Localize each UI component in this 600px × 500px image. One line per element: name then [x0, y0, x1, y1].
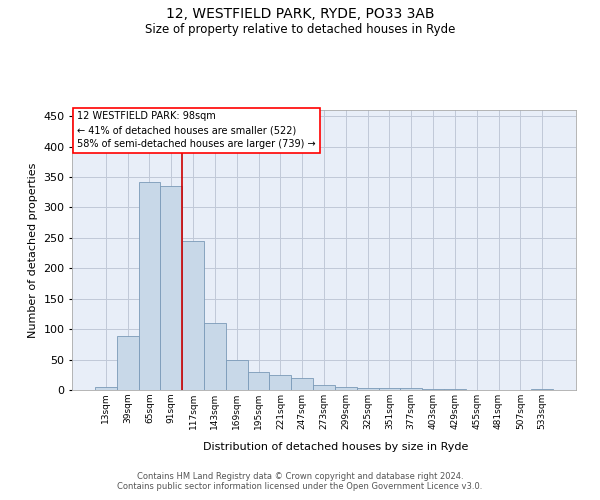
Text: Size of property relative to detached houses in Ryde: Size of property relative to detached ho… — [145, 22, 455, 36]
Bar — [379, 388, 400, 390]
Bar — [248, 372, 269, 390]
Bar — [204, 323, 226, 390]
Text: 12, WESTFIELD PARK, RYDE, PO33 3AB: 12, WESTFIELD PARK, RYDE, PO33 3AB — [166, 8, 434, 22]
Bar — [160, 186, 182, 390]
Text: Contains public sector information licensed under the Open Government Licence v3: Contains public sector information licen… — [118, 482, 482, 491]
Bar — [400, 388, 422, 390]
Bar — [117, 336, 139, 390]
Text: 12 WESTFIELD PARK: 98sqm
← 41% of detached houses are smaller (522)
58% of semi-: 12 WESTFIELD PARK: 98sqm ← 41% of detach… — [77, 112, 316, 150]
Bar — [95, 387, 117, 390]
Text: Distribution of detached houses by size in Ryde: Distribution of detached houses by size … — [203, 442, 469, 452]
Bar — [357, 388, 379, 390]
Text: Contains HM Land Registry data © Crown copyright and database right 2024.: Contains HM Land Registry data © Crown c… — [137, 472, 463, 481]
Bar — [313, 384, 335, 390]
Bar — [226, 360, 248, 390]
Y-axis label: Number of detached properties: Number of detached properties — [28, 162, 38, 338]
Bar — [291, 378, 313, 390]
Bar — [182, 241, 204, 390]
Bar — [139, 182, 160, 390]
Bar — [335, 387, 357, 390]
Bar — [269, 376, 291, 390]
